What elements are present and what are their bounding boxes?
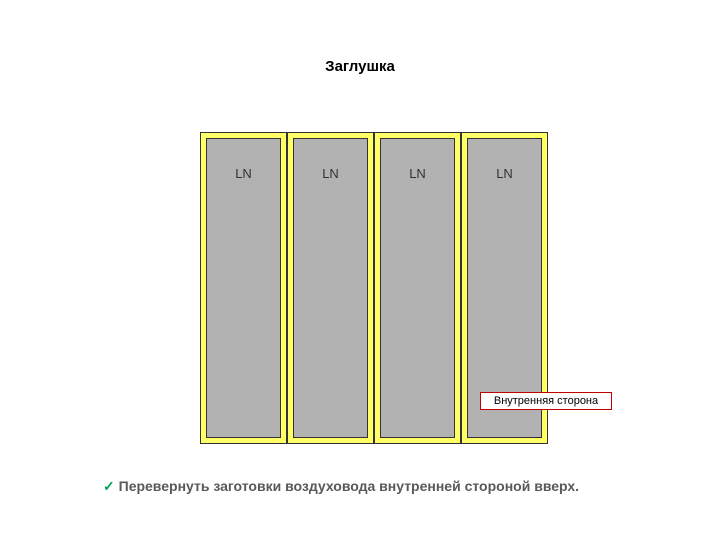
panel-3: LN <box>374 132 461 444</box>
panel-label: LN <box>200 166 287 181</box>
panel-2: LN <box>287 132 374 444</box>
panel-frame-inner <box>293 138 368 438</box>
panel-label: LN <box>374 166 461 181</box>
panel-label: LN <box>287 166 374 181</box>
panel-frame-inner <box>380 138 455 438</box>
inner-side-callout: Внутренняя сторона <box>480 392 612 410</box>
instruction-text: Перевернуть заготовки воздуховода внутре… <box>119 478 579 494</box>
instruction-line: ✓ Перевернуть заготовки воздуховода внут… <box>103 478 579 495</box>
panel-1: LN <box>200 132 287 444</box>
panel-frame-inner <box>206 138 281 438</box>
check-icon: ✓ <box>103 478 115 494</box>
diagram-title: Заглушка <box>0 58 720 75</box>
panel-label: LN <box>461 166 548 181</box>
